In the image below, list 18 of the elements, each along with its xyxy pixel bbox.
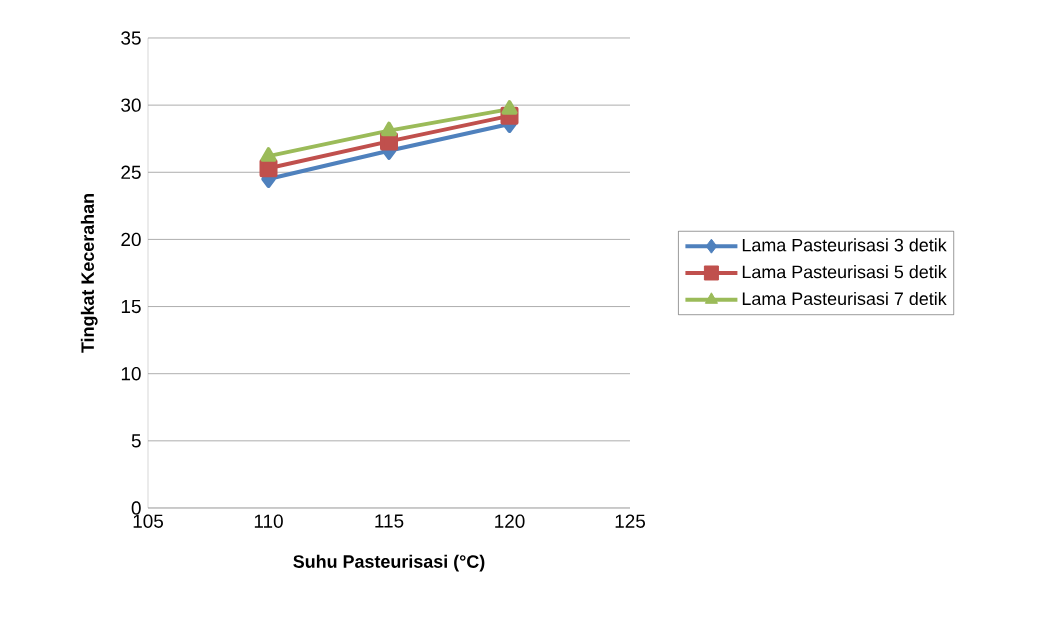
x-tick-label: 115 <box>375 514 404 528</box>
y-tick-label: 30 <box>121 98 141 112</box>
y-tick-label: 15 <box>121 299 141 314</box>
x-tick-label: 105 <box>133 514 163 528</box>
x-axis-title: Suhu Pasteurisasi (°C) <box>293 554 485 572</box>
x-tick-label: 120 <box>495 514 525 528</box>
y-tick-label: 20 <box>121 232 141 247</box>
legend-label: Lama Pasteurisasi 7 detik <box>742 291 947 306</box>
y-tick-label: 35 <box>121 31 141 45</box>
y-axis-title: Tingkat Kecerahan <box>80 194 98 353</box>
x-tick-label: 125 <box>615 514 645 528</box>
y-tick-label: 10 <box>121 367 141 381</box>
y-tick-label: 5 <box>131 434 141 448</box>
y-tick-label: 0 <box>131 501 141 515</box>
x-tick-label: 110 <box>254 514 283 528</box>
legend-label: Lama Pasteurisasi 3 detik <box>742 238 947 252</box>
legend-label: Lama Pasteurisasi 5 detik <box>742 265 947 279</box>
y-tick-label: 25 <box>121 165 141 179</box>
